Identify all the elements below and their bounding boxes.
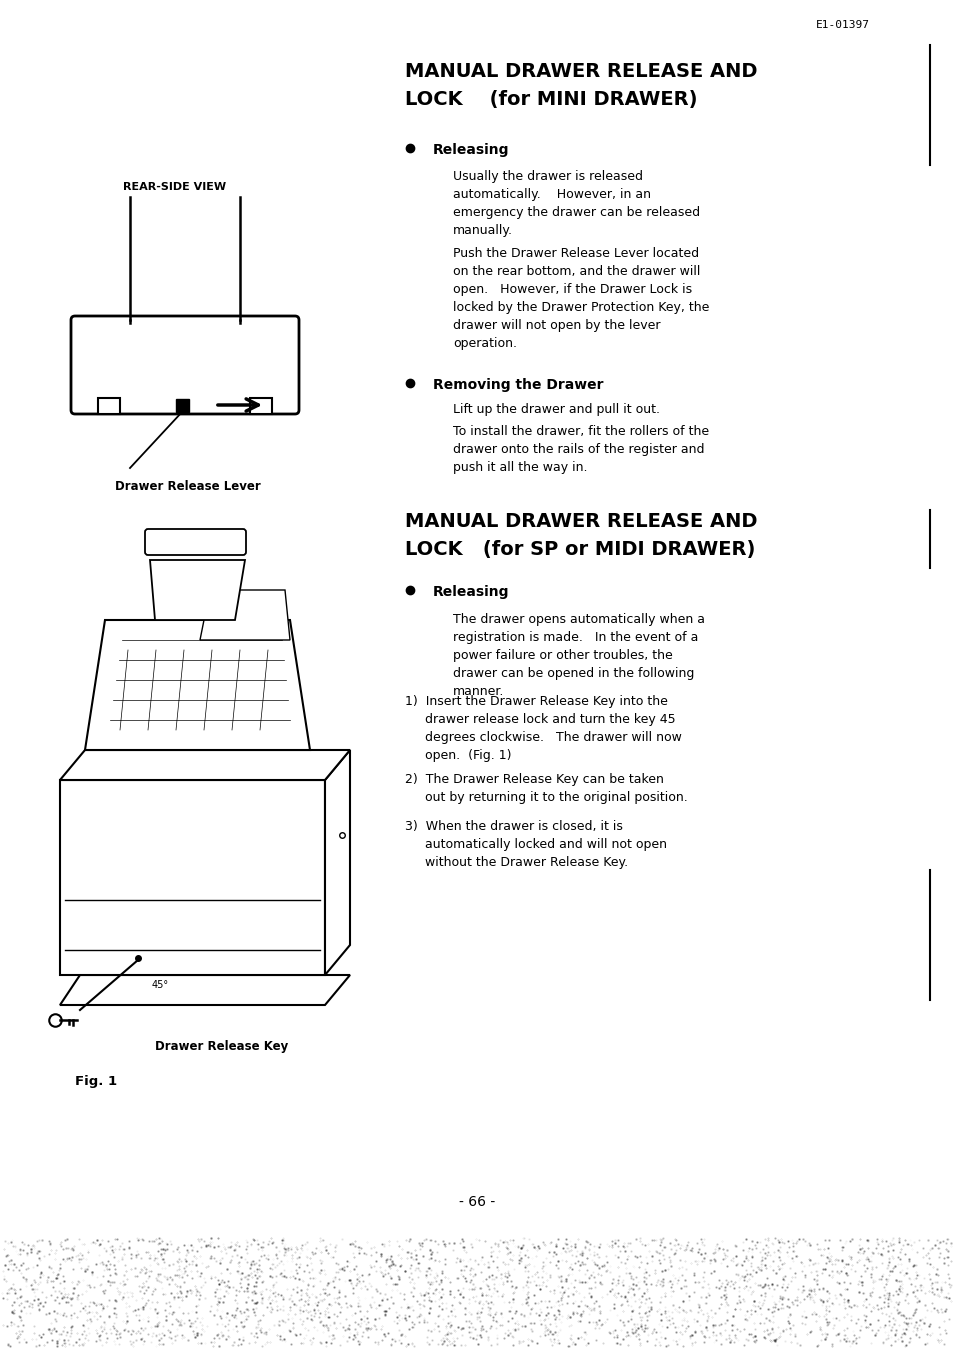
Text: Removing the Drawer: Removing the Drawer [433, 378, 603, 392]
Polygon shape [60, 975, 350, 1005]
Text: 45°: 45° [152, 979, 169, 990]
Polygon shape [200, 590, 290, 640]
Text: MANUAL DRAWER RELEASE AND: MANUAL DRAWER RELEASE AND [405, 512, 757, 531]
Polygon shape [325, 750, 350, 975]
Text: Releasing: Releasing [433, 143, 509, 157]
Text: Releasing: Releasing [433, 585, 509, 598]
Text: Fig. 1: Fig. 1 [75, 1075, 117, 1088]
Text: Drawer Release Key: Drawer Release Key [154, 1040, 288, 1052]
Text: Drawer Release Lever: Drawer Release Lever [115, 480, 260, 493]
Text: The drawer opens automatically when a
registration is made.   In the event of a
: The drawer opens automatically when a re… [453, 613, 704, 698]
Text: Usually the drawer is released
automatically.    However, in an
emergency the dr: Usually the drawer is released automatic… [453, 170, 700, 236]
Text: - 66 -: - 66 - [458, 1196, 495, 1209]
Polygon shape [60, 780, 325, 975]
Text: To install the drawer, fit the rollers of the
drawer onto the rails of the regis: To install the drawer, fit the rollers o… [453, 426, 708, 474]
Text: LOCK   (for SP or MIDI DRAWER): LOCK (for SP or MIDI DRAWER) [405, 540, 755, 559]
Text: Lift up the drawer and pull it out.: Lift up the drawer and pull it out. [453, 403, 659, 416]
Text: E1-01397: E1-01397 [815, 20, 869, 30]
Text: 3)  When the drawer is closed, it is
     automatically locked and will not open: 3) When the drawer is closed, it is auto… [405, 820, 666, 869]
Text: MANUAL DRAWER RELEASE AND: MANUAL DRAWER RELEASE AND [405, 62, 757, 81]
Bar [98, 399, 120, 413]
Text: REAR-SIDE VIEW: REAR-SIDE VIEW [123, 182, 226, 192]
FancyBboxPatch shape [71, 316, 298, 413]
FancyBboxPatch shape [145, 530, 246, 555]
Text: 1)  Insert the Drawer Release Key into the
     drawer release lock and turn the: 1) Insert the Drawer Release Key into th… [405, 694, 681, 762]
Text: LOCK    (for MINI DRAWER): LOCK (for MINI DRAWER) [405, 91, 697, 109]
Bar [250, 399, 272, 413]
Polygon shape [150, 561, 245, 620]
Text: Push the Drawer Release Lever located
on the rear bottom, and the drawer will
op: Push the Drawer Release Lever located on… [453, 247, 709, 350]
Text: 2)  The Drawer Release Key can be taken
     out by returning it to the original: 2) The Drawer Release Key can be taken o… [405, 773, 687, 804]
Polygon shape [85, 620, 310, 750]
Polygon shape [60, 750, 350, 780]
Bar [175, 399, 189, 412]
